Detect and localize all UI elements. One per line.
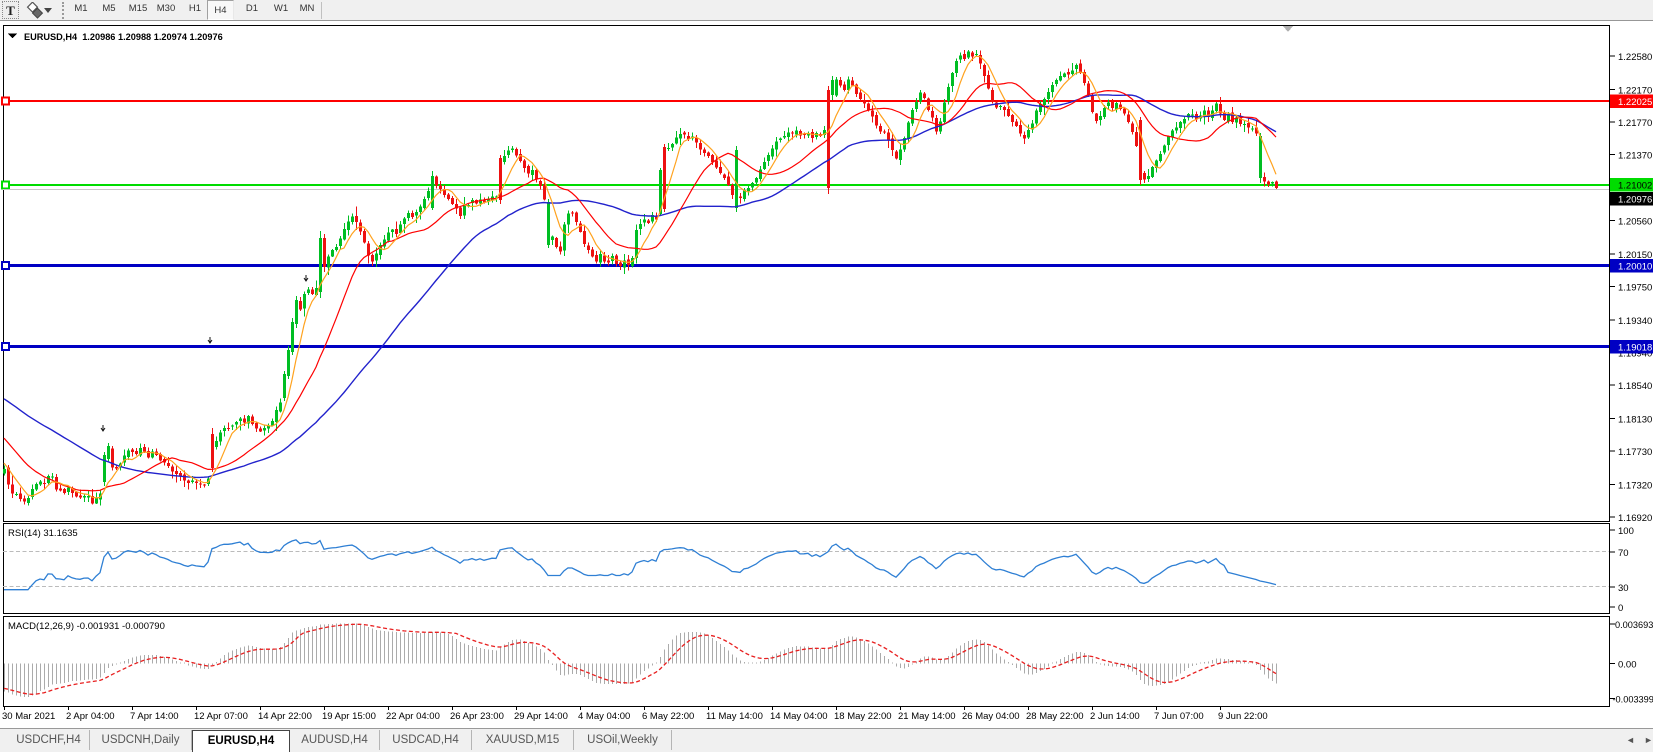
svg-text:14 May 04:00: 14 May 04:00 (770, 711, 828, 722)
svg-text:1.19750: 1.19750 (1618, 283, 1652, 294)
svg-text:1.21002: 1.21002 (1618, 181, 1652, 192)
svg-text:1.20560: 1.20560 (1618, 217, 1652, 228)
svg-text:1.20010: 1.20010 (1618, 262, 1652, 273)
svg-text:70: 70 (1618, 548, 1629, 559)
svg-text:14 Apr 22:00: 14 Apr 22:00 (258, 711, 312, 722)
svg-text:0.003693: 0.003693 (1615, 620, 1653, 630)
svg-text:1.22170: 1.22170 (1618, 86, 1652, 97)
svg-text:RSI(14) 31.1635: RSI(14) 31.1635 (8, 528, 78, 539)
svg-text:2 Apr 04:00: 2 Apr 04:00 (66, 711, 115, 722)
svg-text:1.22580: 1.22580 (1618, 52, 1652, 63)
svg-text:26 Apr 23:00: 26 Apr 23:00 (450, 711, 504, 722)
svg-text:1.20150: 1.20150 (1618, 250, 1652, 261)
svg-text:0.00: 0.00 (1618, 659, 1637, 670)
svg-text:-0.003399: -0.003399 (1613, 694, 1653, 704)
svg-text:MACD(12,26,9) -0.001931 -0.000: MACD(12,26,9) -0.001931 -0.000790 (8, 621, 165, 632)
svg-text:2 Jun 14:00: 2 Jun 14:00 (1090, 711, 1140, 722)
svg-text:EURUSD,H4 1.20986 1.20988 1.2: EURUSD,H4 1.20986 1.20988 1.20974 1.2097… (24, 32, 223, 42)
svg-text:30 Mar 2021: 30 Mar 2021 (2, 711, 55, 722)
svg-text:1.19340: 1.19340 (1618, 316, 1652, 327)
svg-text:100: 100 (1618, 526, 1634, 537)
svg-text:1.18540: 1.18540 (1618, 381, 1652, 392)
svg-text:1.21370: 1.21370 (1618, 151, 1652, 162)
svg-text:1.17320: 1.17320 (1618, 481, 1652, 492)
svg-text:21 May 14:00: 21 May 14:00 (898, 711, 956, 722)
svg-text:1.17730: 1.17730 (1618, 447, 1652, 458)
svg-text:7 Jun 07:00: 7 Jun 07:00 (1154, 711, 1204, 722)
svg-text:1.21770: 1.21770 (1618, 118, 1652, 129)
svg-text:7 Apr 14:00: 7 Apr 14:00 (130, 711, 179, 722)
svg-text:1.18130: 1.18130 (1618, 415, 1652, 426)
svg-text:19 Apr 15:00: 19 Apr 15:00 (322, 711, 376, 722)
svg-text:1.16920: 1.16920 (1618, 513, 1652, 524)
svg-text:1.22025: 1.22025 (1618, 97, 1652, 108)
svg-text:26 May 04:00: 26 May 04:00 (962, 711, 1020, 722)
svg-text:4 May 04:00: 4 May 04:00 (578, 711, 630, 722)
svg-text:11 May 14:00: 11 May 14:00 (706, 711, 763, 722)
svg-text:18 May 22:00: 18 May 22:00 (834, 711, 892, 722)
svg-text:1.19018: 1.19018 (1618, 343, 1652, 354)
svg-text:1.20976: 1.20976 (1618, 194, 1652, 205)
svg-text:6 May 22:00: 6 May 22:00 (642, 711, 694, 722)
svg-text:22 Apr 04:00: 22 Apr 04:00 (386, 711, 440, 722)
svg-text:1.18940: 1.18940 (1618, 349, 1652, 360)
svg-text:0: 0 (1618, 603, 1623, 614)
svg-text:28 May 22:00: 28 May 22:00 (1026, 711, 1084, 722)
svg-text:9 Jun 22:00: 9 Jun 22:00 (1218, 711, 1268, 722)
svg-text:30: 30 (1618, 583, 1629, 594)
svg-text:12 Apr 07:00: 12 Apr 07:00 (194, 711, 248, 722)
svg-text:29 Apr 14:00: 29 Apr 14:00 (514, 711, 568, 722)
